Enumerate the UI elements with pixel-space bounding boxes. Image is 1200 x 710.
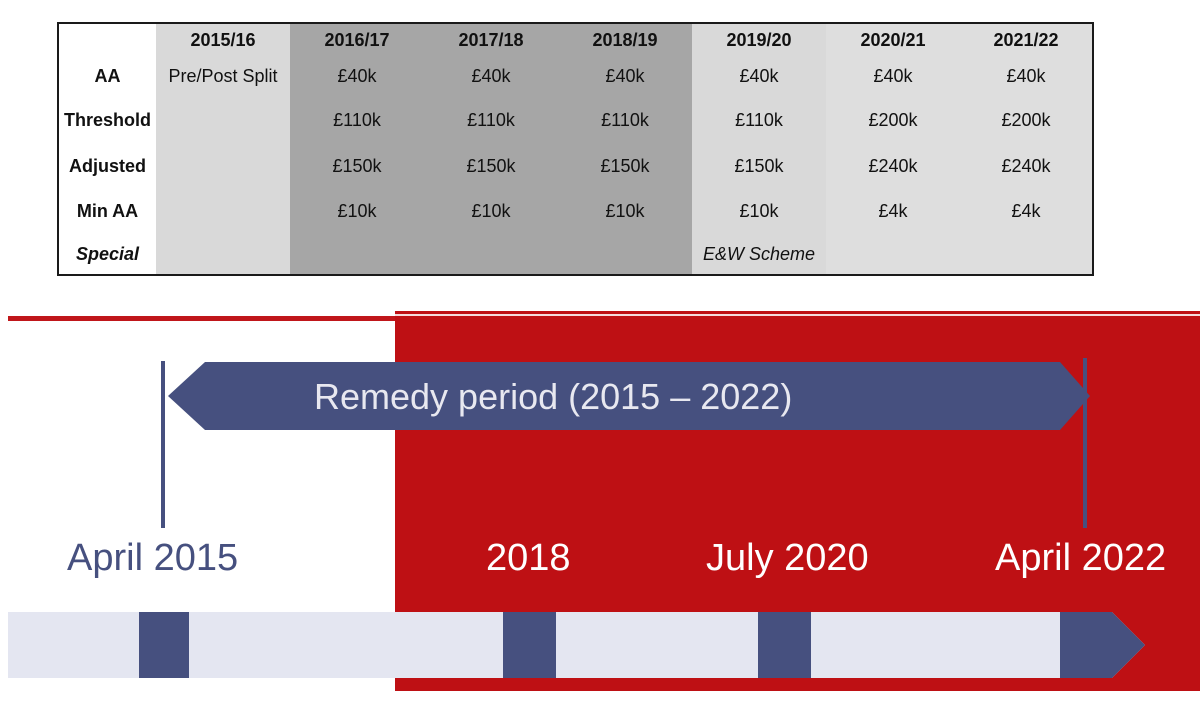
table-cell xyxy=(290,234,424,274)
start-marker-line xyxy=(161,361,165,528)
year-header-2021-22: 2021/22 xyxy=(960,24,1092,56)
milestone-april-2022: April 2022 xyxy=(995,537,1167,579)
table-cell: £150k xyxy=(692,143,826,189)
table-cell: £40k xyxy=(424,56,558,97)
year-header-2018-19: 2018/19 xyxy=(558,24,692,56)
table-cell: Pre/Post Split xyxy=(156,56,290,97)
table-cell: £40k xyxy=(290,56,424,97)
table-cell: £40k xyxy=(558,56,692,97)
table-cell: £200k xyxy=(960,97,1092,143)
table-cell: £240k xyxy=(826,143,960,189)
milestone-july-2020: July 2020 xyxy=(706,537,869,579)
table-cell: £10k xyxy=(290,189,424,234)
table-cell xyxy=(826,234,960,274)
year-header-2017-18: 2017/18 xyxy=(424,24,558,56)
table-cell: £240k xyxy=(960,143,1092,189)
table-cell: £150k xyxy=(290,143,424,189)
table-cell: £200k xyxy=(826,97,960,143)
table-cell: E&W Scheme xyxy=(692,234,826,274)
table-cell: £40k xyxy=(826,56,960,97)
table-cell xyxy=(156,189,290,234)
table-cell xyxy=(424,234,558,274)
table-cell: £40k xyxy=(960,56,1092,97)
table-cell xyxy=(558,234,692,274)
row-label-adjusted: Adjusted xyxy=(59,143,156,189)
table-cell: £150k xyxy=(424,143,558,189)
row-label-aa: AA xyxy=(59,56,156,97)
year-header-2016-17: 2016/17 xyxy=(290,24,424,56)
table-cell: £40k xyxy=(692,56,826,97)
remedy-period-label: Remedy period (2015 – 2022) xyxy=(314,376,793,417)
panel-top-stripe xyxy=(395,314,1200,316)
year-header-2020-21: 2020/21 xyxy=(826,24,960,56)
marker-april-2015 xyxy=(139,612,189,678)
table-corner-cell xyxy=(59,24,156,56)
table-cell: £10k xyxy=(692,189,826,234)
row-label-threshold: Threshold xyxy=(59,97,156,143)
milestone-april-2015: April 2015 xyxy=(67,537,239,579)
annual-allowance-table: 2015/16 2016/17 2017/18 2018/19 2019/20 … xyxy=(57,22,1094,276)
table-cell xyxy=(156,97,290,143)
row-label-min-aa: Min AA xyxy=(59,189,156,234)
table-cell: £110k xyxy=(558,97,692,143)
table-cell: £4k xyxy=(826,189,960,234)
milestone-2018: 2018 xyxy=(486,537,571,579)
row-label-special: Special xyxy=(59,234,156,274)
table-cell xyxy=(960,234,1092,274)
table-cell: £10k xyxy=(424,189,558,234)
table-cell: £10k xyxy=(558,189,692,234)
table-cell xyxy=(156,143,290,189)
year-header-2019-20: 2019/20 xyxy=(692,24,826,56)
red-highlight-panel xyxy=(395,311,1200,691)
table-cell: £4k xyxy=(960,189,1092,234)
table-cell xyxy=(156,234,290,274)
table-cell: £110k xyxy=(692,97,826,143)
end-marker-line xyxy=(1083,358,1087,528)
table-cell: £110k xyxy=(424,97,558,143)
year-header-2015-16: 2015/16 xyxy=(156,24,290,56)
top-red-rule xyxy=(8,316,396,321)
table-cell: £110k xyxy=(290,97,424,143)
table-cell: £150k xyxy=(558,143,692,189)
